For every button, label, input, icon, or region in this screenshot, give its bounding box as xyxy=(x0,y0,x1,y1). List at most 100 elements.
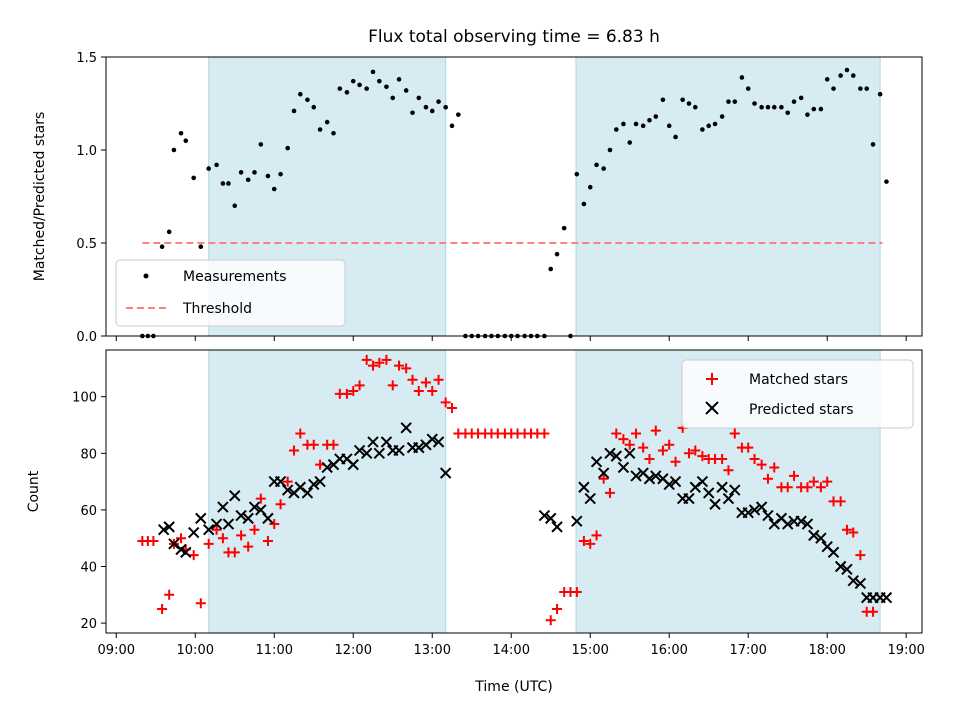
predicted-star-point xyxy=(242,512,254,525)
y-tick-label: 0.0 xyxy=(76,330,97,345)
matched-star-point xyxy=(236,530,247,541)
predicted-star-point xyxy=(722,492,735,505)
top-x-ticks xyxy=(115,336,907,341)
y-tick-label: 80 xyxy=(80,447,97,462)
measurement-point xyxy=(443,104,448,110)
measurement-point xyxy=(265,173,271,179)
measurement-point xyxy=(666,123,672,129)
measurement-point xyxy=(771,104,777,110)
measurement-point xyxy=(191,175,196,181)
matched-star-point xyxy=(157,603,168,614)
x-tick-label: 19:00 xyxy=(887,643,924,658)
measurement-point xyxy=(364,86,369,91)
measurement-point xyxy=(258,142,264,147)
measurement-point xyxy=(344,90,350,95)
x-tick-label: 14:00 xyxy=(493,643,530,658)
matched-star-point xyxy=(427,386,438,397)
matched-star-point xyxy=(743,442,754,453)
measurement-point xyxy=(350,78,356,84)
predicted-star-point xyxy=(808,529,820,542)
matched-star-point xyxy=(217,533,228,544)
matched-star-point xyxy=(394,360,405,371)
bottom-x-ticks: 09:00 10:00 11:00 12:00 13:00 14:00 15:00 16:00… xyxy=(98,633,925,658)
matched-star-point xyxy=(545,615,556,626)
matched-star-point xyxy=(413,386,424,397)
measurement-point xyxy=(759,104,764,110)
x-tick-label: 10:00 xyxy=(177,643,214,658)
predicted-star-point xyxy=(617,461,630,474)
measurement-point xyxy=(429,108,435,114)
measurement-point xyxy=(739,75,745,80)
predicted-star-point xyxy=(439,467,452,479)
matched-star-point xyxy=(650,425,661,436)
matched-star-point xyxy=(644,453,655,464)
predicted-star-point xyxy=(538,509,551,522)
measurement-point xyxy=(331,130,336,136)
predicted-star-point xyxy=(742,507,754,519)
measurement-point xyxy=(278,171,283,177)
bottom-legend: Matched stars Predicted stars xyxy=(681,359,914,429)
measurement-point xyxy=(271,186,277,192)
measurement-point xyxy=(403,88,409,93)
measurement-point xyxy=(166,229,172,235)
legend-label-threshold: Threshold xyxy=(182,301,252,317)
measurement-points xyxy=(140,67,889,339)
matched-star-point xyxy=(387,380,398,391)
measurement-point xyxy=(765,104,771,110)
measurement-point xyxy=(686,101,692,106)
predicted-star-point xyxy=(703,487,715,499)
predicted-star-point xyxy=(815,532,827,544)
predicted-star-point xyxy=(248,501,261,513)
predicted-star-point xyxy=(597,467,610,479)
top-legend-box xyxy=(115,259,346,327)
predicted-star-point xyxy=(847,574,859,587)
measurement-point xyxy=(178,130,184,136)
predicted-star-point xyxy=(222,518,235,530)
measurement-point xyxy=(844,67,850,73)
predicted-star-point xyxy=(782,518,794,530)
measurement-point xyxy=(238,170,244,175)
predicted-star-point xyxy=(180,546,192,559)
matched-star-point xyxy=(295,428,306,439)
measurement-point xyxy=(206,166,211,171)
measurement-point xyxy=(653,114,659,119)
matched-star-point xyxy=(591,530,602,541)
matched-star-point xyxy=(782,482,793,493)
measurement-point xyxy=(838,73,843,78)
measurement-point xyxy=(561,225,567,231)
bottom-y-axis-label: Count xyxy=(26,470,42,512)
measurement-point xyxy=(226,181,231,186)
matched-star-point xyxy=(723,465,734,476)
predicted-star-point xyxy=(643,473,656,485)
predicted-star-point xyxy=(709,498,721,510)
matched-star-point xyxy=(664,439,675,450)
measurement-point xyxy=(864,86,870,91)
matched-star-point xyxy=(229,547,240,558)
y-tick-label: 40 xyxy=(80,560,97,575)
matched-star-point xyxy=(420,377,431,388)
matched-star-point xyxy=(243,541,254,552)
measurement-point xyxy=(390,95,396,101)
matched-star-point xyxy=(374,357,385,368)
matched-star-point xyxy=(203,538,214,549)
measurement-point xyxy=(171,147,177,153)
measurement-point xyxy=(574,171,580,177)
matched-star-point xyxy=(269,519,280,530)
x-tick-label: 13:00 xyxy=(414,643,451,658)
measurement-point xyxy=(798,95,804,101)
matched-star-point xyxy=(433,374,444,385)
matched-star-point xyxy=(446,403,457,414)
measurement-point xyxy=(726,99,731,104)
predicted-star-point xyxy=(571,515,583,527)
measurement-point xyxy=(805,112,810,117)
measurement-point xyxy=(884,179,889,184)
matched-star-point xyxy=(624,439,635,450)
matched-star-point xyxy=(697,451,708,462)
predicted-star-point xyxy=(584,492,596,505)
measurement-point xyxy=(291,108,297,114)
predicted-star-point xyxy=(801,518,814,530)
measurement-point xyxy=(220,181,226,186)
matched-star-point xyxy=(717,453,728,464)
predicted-star-point xyxy=(294,481,307,493)
predicted-star-point xyxy=(308,478,320,491)
